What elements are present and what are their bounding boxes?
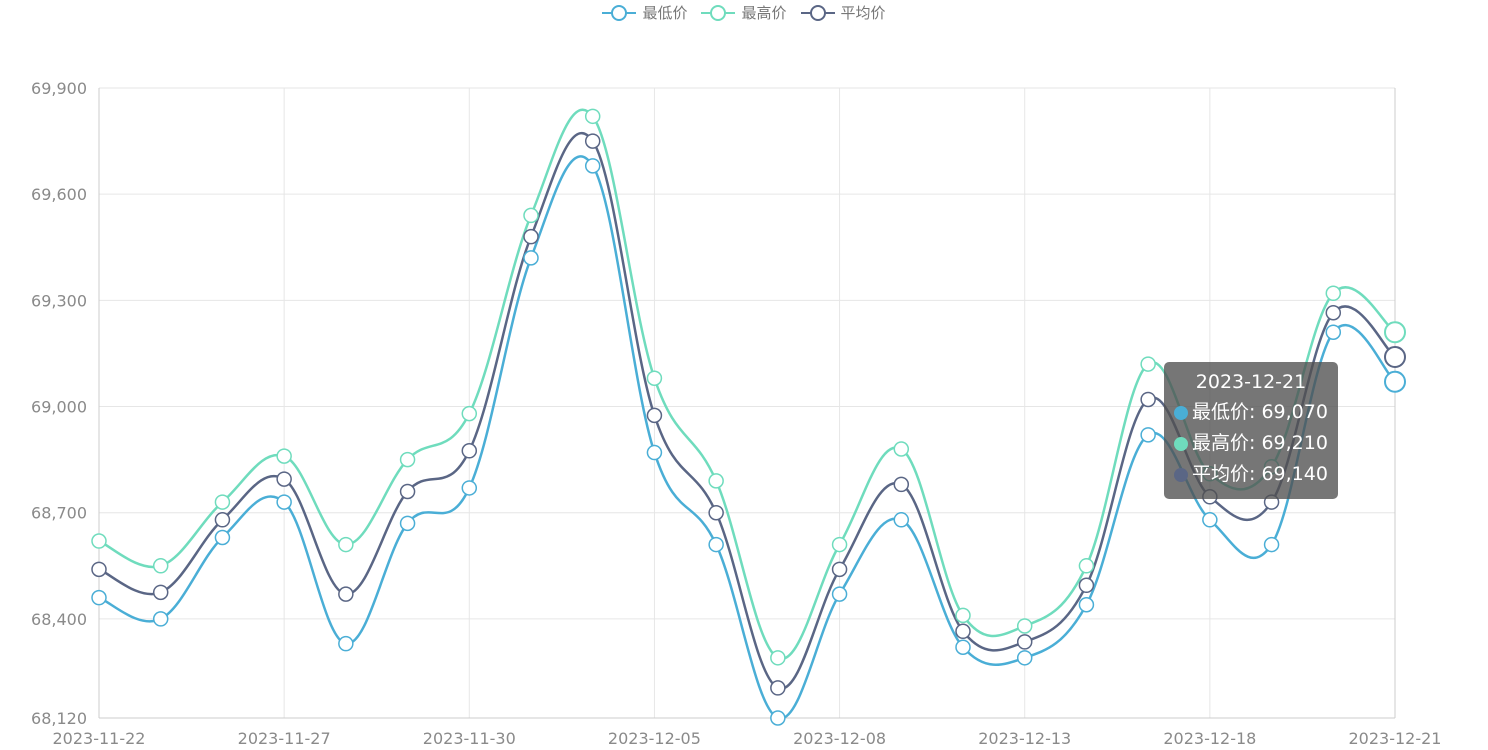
- data-point[interactable]: [523, 207, 539, 224]
- data-point[interactable]: [461, 405, 478, 422]
- data-point[interactable]: [523, 250, 539, 266]
- legend-line-circle-icon: [701, 4, 736, 21]
- tooltip: 2023-12-21 最低价: 69,070 最高价: 69,210 平均价: …: [1164, 362, 1338, 499]
- data-point[interactable]: [338, 586, 354, 602]
- data-point[interactable]: [91, 561, 107, 578]
- data-point[interactable]: [893, 476, 910, 493]
- data-point[interactable]: [831, 586, 848, 602]
- data-point[interactable]: [1325, 324, 1342, 340]
- legend: 最低价 最高价 平均价: [0, 2, 1488, 23]
- legend-item-avg[interactable]: 平均价: [800, 2, 886, 23]
- data-point[interactable]: [646, 407, 663, 424]
- data-point[interactable]: [955, 623, 971, 640]
- data-point[interactable]: [831, 561, 848, 578]
- data-point[interactable]: [1202, 512, 1218, 528]
- data-point[interactable]: [214, 512, 231, 528]
- data-point[interactable]: [1078, 577, 1095, 594]
- data-point[interactable]: [1384, 321, 1406, 344]
- data-point[interactable]: [338, 536, 354, 553]
- data-point[interactable]: [399, 451, 416, 468]
- data-point[interactable]: [770, 680, 786, 696]
- x-tick-label: 2023-12-18: [1163, 729, 1256, 748]
- data-point[interactable]: [1078, 596, 1095, 613]
- data-point[interactable]: [1263, 536, 1280, 553]
- legend-item-max[interactable]: 最高价: [701, 2, 787, 23]
- y-tick-label: 69,600: [31, 185, 87, 204]
- axes: 68,120 68,400 68,700 69,000 69,300 69,600 69,9…: [31, 79, 1441, 748]
- tooltip-row-label: 最高价: 69,210: [1192, 432, 1328, 454]
- data-point[interactable]: [1016, 634, 1033, 650]
- tooltip-row-label: 平均价: 69,140: [1192, 463, 1328, 485]
- data-point[interactable]: [708, 473, 724, 489]
- y-tick-label: 69,000: [31, 398, 87, 417]
- data-point[interactable]: [893, 512, 910, 528]
- data-point[interactable]: [708, 504, 724, 521]
- data-point[interactable]: [584, 108, 601, 125]
- data-point[interactable]: [584, 158, 601, 174]
- data-point[interactable]: [1325, 285, 1342, 302]
- data-point[interactable]: [1016, 650, 1033, 666]
- y-tick-label: 69,300: [31, 291, 87, 310]
- data-point[interactable]: [276, 494, 292, 510]
- data-point[interactable]: [770, 710, 786, 726]
- data-point[interactable]: [1325, 304, 1342, 321]
- data-point[interactable]: [955, 639, 971, 655]
- data-point[interactable]: [399, 483, 416, 500]
- data-point[interactable]: [893, 441, 910, 457]
- y-tick-label: 68,400: [31, 610, 87, 629]
- tooltip-row-min: 最低价: 69,070: [1174, 397, 1328, 428]
- legend-label: 最低价: [642, 4, 688, 22]
- data-point[interactable]: [91, 589, 107, 606]
- data-point[interactable]: [338, 635, 354, 652]
- data-point[interactable]: [1140, 391, 1156, 408]
- legend-line-circle-icon: [602, 4, 637, 21]
- x-tick-label: 2023-12-08: [793, 729, 886, 748]
- data-point[interactable]: [523, 228, 539, 245]
- series-dot-icon: [1174, 405, 1188, 420]
- y-tick-label: 69,900: [31, 79, 87, 98]
- data-point[interactable]: [399, 515, 416, 532]
- x-tick-label: 2023-11-30: [423, 729, 516, 748]
- x-tick-label: 2023-12-05: [608, 729, 701, 748]
- data-point[interactable]: [1140, 356, 1156, 372]
- tooltip-row-avg: 平均价: 69,140: [1174, 459, 1328, 490]
- data-point[interactable]: [831, 536, 848, 553]
- data-point[interactable]: [584, 133, 601, 149]
- legend-label: 最高价: [741, 4, 787, 22]
- tooltip-row-label: 最低价: 69,070: [1192, 401, 1328, 423]
- x-tick-label: 2023-11-22: [53, 729, 146, 748]
- series-dot-icon: [1174, 436, 1188, 451]
- tooltip-row-max: 最高价: 69,210: [1174, 428, 1328, 459]
- data-point[interactable]: [646, 370, 663, 386]
- data-point[interactable]: [91, 533, 107, 549]
- series-dot-icon: [1174, 467, 1188, 482]
- data-point[interactable]: [646, 444, 663, 461]
- data-point[interactable]: [1384, 370, 1406, 393]
- data-point[interactable]: [152, 584, 169, 601]
- data-point[interactable]: [461, 443, 478, 459]
- data-point[interactable]: [276, 448, 292, 464]
- data-point[interactable]: [461, 480, 478, 496]
- data-point[interactable]: [708, 536, 724, 553]
- x-tick-label: 2023-11-27: [238, 729, 331, 748]
- legend-item-min[interactable]: 最低价: [602, 2, 687, 23]
- tooltip-title: 2023-12-21: [1195, 371, 1307, 393]
- data-point[interactable]: [152, 558, 169, 574]
- data-point[interactable]: [1016, 618, 1033, 634]
- data-point[interactable]: [152, 611, 169, 627]
- y-tick-label: 68,120: [31, 709, 87, 728]
- data-point[interactable]: [955, 607, 971, 624]
- data-point[interactable]: [276, 471, 292, 487]
- x-tick-label: 2023-12-21: [1349, 729, 1442, 748]
- legend-label: 平均价: [840, 4, 886, 22]
- data-point[interactable]: [214, 529, 231, 546]
- x-tick-label: 2023-12-13: [978, 729, 1071, 748]
- data-point[interactable]: [214, 494, 231, 510]
- data-point[interactable]: [1078, 558, 1095, 574]
- data-point[interactable]: [1140, 427, 1156, 443]
- data-point[interactable]: [1384, 345, 1406, 368]
- legend-line-circle-icon: [800, 4, 835, 21]
- data-point[interactable]: [770, 650, 786, 666]
- y-tick-label: 68,700: [31, 504, 87, 523]
